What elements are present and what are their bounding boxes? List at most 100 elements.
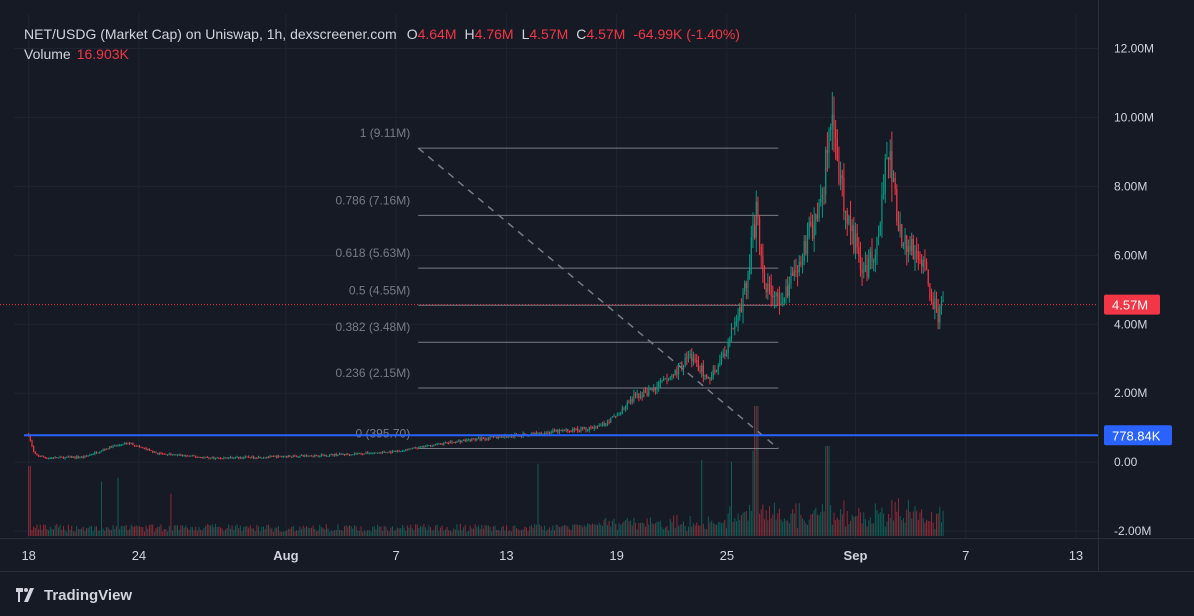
candle-body	[124, 443, 126, 445]
volume-bar	[689, 515, 691, 536]
volume-bar	[937, 513, 939, 536]
candle-body	[767, 283, 769, 293]
candle-body	[828, 129, 830, 153]
candle-body	[388, 451, 390, 453]
volume-bar	[939, 506, 941, 536]
candle-body	[557, 429, 559, 433]
candle-body	[87, 455, 89, 457]
candle-body	[104, 449, 106, 451]
candle-body	[839, 175, 842, 184]
volume-bar	[72, 531, 74, 536]
candle-body	[578, 430, 580, 432]
volume-bar	[600, 524, 602, 536]
x-tick-label: 13	[499, 548, 513, 563]
volume-bar	[239, 525, 241, 536]
volume-bar	[77, 528, 79, 536]
current-price-badge[interactable]	[1104, 294, 1160, 315]
volume-bar	[271, 528, 273, 536]
volume-bar	[304, 527, 306, 536]
volume-bar	[826, 446, 828, 536]
candle-body	[145, 448, 147, 450]
volume-bar	[403, 527, 405, 536]
candle-body	[853, 225, 855, 253]
volume-bar	[630, 520, 632, 536]
tradingview-logo-icon	[16, 588, 34, 602]
volume-bar	[825, 446, 827, 536]
volume-bar	[162, 531, 164, 536]
tradingview-branding[interactable]: TradingView	[12, 584, 132, 606]
candle-body	[806, 236, 809, 255]
candle-body	[175, 454, 177, 456]
volume-bar	[107, 527, 109, 536]
candle-body	[474, 438, 476, 441]
volume-bar	[909, 511, 911, 536]
fib-level-label: 0.786 (7.16M)	[335, 193, 410, 207]
candle-body	[553, 430, 556, 432]
candle-body	[327, 456, 329, 458]
candle-body	[785, 285, 787, 298]
volume-bar	[539, 524, 541, 536]
volume-bar	[911, 518, 913, 536]
volume-bar	[739, 520, 741, 536]
ohlc-legend-row: NET/USDG (Market Cap) on Uniswap, 1h, de…	[24, 24, 740, 44]
volume-bar	[757, 406, 759, 536]
candle-body	[876, 237, 878, 255]
candle-body	[148, 449, 151, 451]
candle-body	[46, 457, 48, 459]
volume-bar	[577, 524, 579, 536]
candle-body	[507, 436, 509, 438]
volume-bar	[109, 529, 111, 536]
volume-bar	[132, 526, 134, 536]
volume-bar	[251, 528, 253, 536]
volume-bar	[43, 524, 45, 536]
volume-bar	[701, 459, 703, 536]
volume-bar	[135, 525, 137, 536]
candle-body	[682, 365, 685, 370]
volume-bar	[669, 519, 671, 536]
volume-bar	[54, 525, 56, 536]
horizontal-lines[interactable]	[0, 304, 1098, 437]
candle-body	[792, 272, 794, 276]
volume-bar	[567, 526, 569, 536]
fibonacci-retracement[interactable]: 1 (9.11M) 0.786 (7.16M) 0.618 (5.63M) 0.5 (…	[335, 126, 779, 450]
candle-body	[664, 378, 666, 380]
volume-bar	[228, 524, 230, 536]
candle-body	[641, 395, 643, 397]
candle-body	[302, 455, 304, 457]
y-axis[interactable]: -2.00M 0.00 2.00M 4.00M 6.00M 8.00M 10.00M 12.0…	[1104, 41, 1172, 538]
volume-bar	[210, 525, 212, 536]
candle-body	[740, 307, 742, 312]
volume-bar	[314, 528, 316, 536]
candle-body	[803, 240, 805, 261]
volume-bar	[168, 525, 170, 536]
candle-body	[413, 447, 415, 449]
volume-bar	[861, 523, 863, 536]
volume-bar	[79, 529, 81, 536]
candle-body	[396, 451, 399, 453]
volume-bar	[291, 526, 293, 536]
volume-bar	[59, 524, 61, 536]
volume-bar	[95, 526, 97, 536]
candle-body	[418, 446, 420, 449]
support-line-badge[interactable]	[1104, 425, 1172, 446]
volume-bar	[477, 525, 479, 536]
candle-body	[330, 454, 332, 456]
volume-bar	[464, 524, 466, 536]
volume-bar	[387, 530, 389, 536]
candle-body	[502, 436, 504, 438]
candle-body	[264, 457, 266, 459]
candle-body	[372, 453, 374, 455]
candle-body	[294, 455, 296, 457]
fib-level-label: 0.618 (5.63M)	[335, 246, 410, 260]
volume-bar	[430, 527, 432, 536]
candle-body	[252, 456, 255, 459]
volume-bar	[216, 526, 218, 536]
candle-body	[482, 437, 485, 439]
candle-body	[405, 449, 407, 451]
candle-body	[322, 454, 324, 456]
candle-body	[902, 243, 905, 247]
candle-body	[754, 223, 756, 238]
x-axis[interactable]: 18 24 Aug 7 13 19 25 Sep 7 13	[21, 548, 1083, 563]
